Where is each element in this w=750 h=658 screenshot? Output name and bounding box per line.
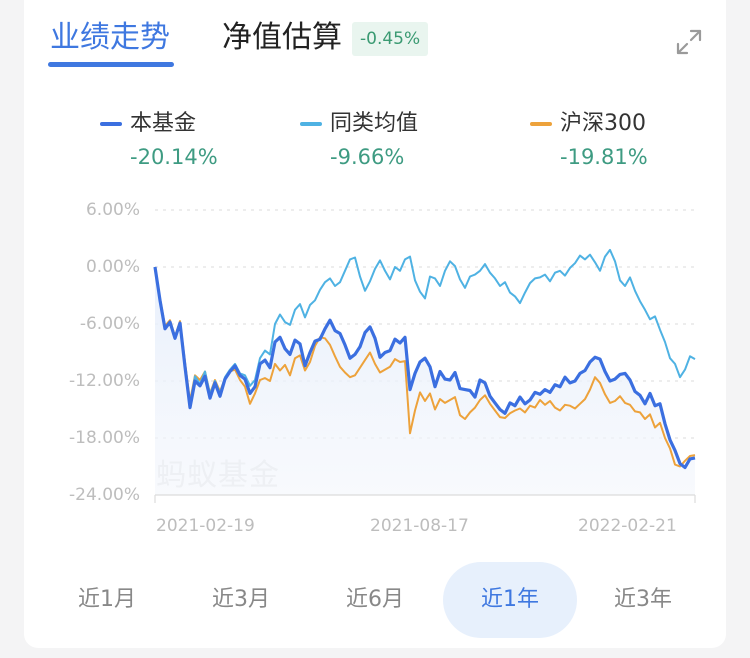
- legend-value: -19.81%: [560, 145, 648, 169]
- tab-active-underline: [48, 62, 174, 67]
- x-tick: 2021-08-17: [370, 516, 469, 536]
- legend-name: 同类均值: [330, 111, 419, 136]
- x-tick: 2021-02-19: [156, 516, 255, 536]
- legend-name: 沪深300: [560, 111, 646, 136]
- legend-name: 本基金: [130, 111, 197, 136]
- tab-performance[interactable]: 业绩走势: [50, 20, 170, 55]
- x-axis: [154, 494, 696, 503]
- series-line-0: [153, 266, 696, 470]
- expand-icon[interactable]: [674, 27, 704, 57]
- y-tick: -24.00%: [69, 485, 140, 505]
- range-3-years[interactable]: 近3年: [614, 587, 672, 612]
- range-6-months[interactable]: 近6月: [346, 587, 404, 612]
- time-range-selector: 近1月 近3月 近6月 近1年 近3年: [0, 562, 750, 638]
- x-tick: 2022-02-21: [578, 516, 677, 536]
- tab-nav-estimate[interactable]: 净值估算: [222, 20, 342, 55]
- legend-swatch-fund: [100, 122, 122, 126]
- y-tick: 0.00%: [85, 257, 140, 277]
- y-tick: -12.00%: [69, 371, 140, 391]
- performance-card: [24, 0, 726, 648]
- y-tick: 6.00%: [85, 200, 140, 220]
- series-line-2: [154, 266, 696, 468]
- y-tick: -18.00%: [69, 428, 140, 448]
- series-line-1: [154, 248, 696, 406]
- legend-value: -20.14%: [130, 145, 218, 169]
- legend-swatch-csi300: [530, 122, 552, 126]
- range-3-months[interactable]: 近3月: [212, 587, 270, 612]
- range-1-month[interactable]: 近1月: [78, 587, 136, 612]
- fund-area-fill: [155, 267, 695, 495]
- legend-value: -9.66%: [330, 145, 405, 169]
- line-chart[interactable]: [0, 0, 750, 560]
- legend-swatch-peer: [300, 122, 322, 126]
- y-tick: -6.00%: [79, 314, 140, 334]
- range-1-year[interactable]: 近1年: [443, 562, 577, 638]
- estimate-change-badge: -0.45%: [352, 22, 429, 56]
